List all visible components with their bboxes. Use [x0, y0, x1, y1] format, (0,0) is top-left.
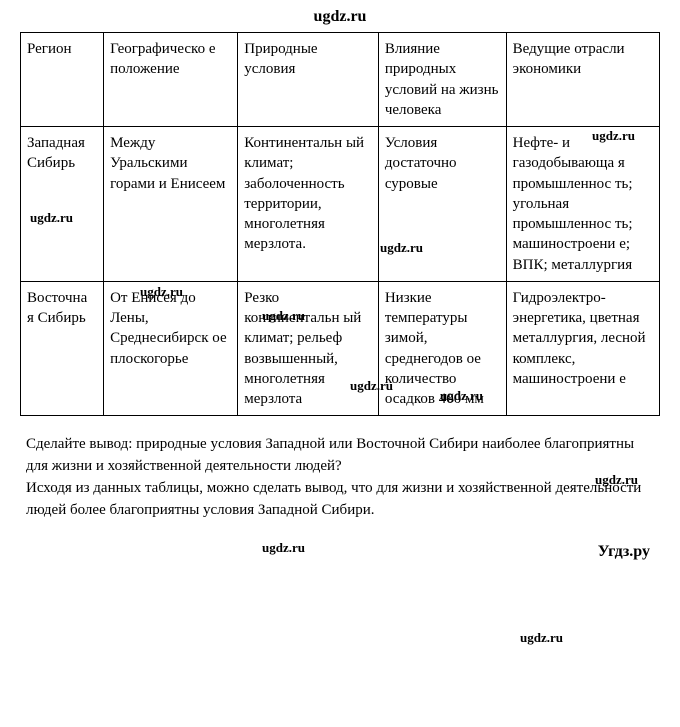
conclusion-answer: Исходя из данных таблицы, можно сделать …: [26, 478, 654, 522]
cell: От Енисея до Лены, Среднесибирск ое плос…: [104, 281, 238, 416]
cell: Между Уральскими горами и Енисеем: [104, 127, 238, 282]
cell: Нефте- и газодобывающа я промышленнос ть…: [506, 127, 659, 282]
cell: Гидроэлектро-энергетика, цветная металлу…: [506, 281, 659, 416]
page-footer: Угдз.ру: [20, 543, 660, 561]
header-cell: Ведущие отрасли экономики: [506, 33, 659, 127]
cell: Западная Сибирь: [21, 127, 104, 282]
conclusion-block: Сделайте вывод: природные условия Западн…: [20, 434, 660, 521]
cell: Резко континентальн ый климат; рельеф во…: [238, 281, 379, 416]
table-header-row: Регион Географическо е положение Природн…: [21, 33, 660, 127]
site-header: ugdz.ru: [20, 8, 660, 26]
table-row: Западная Сибирь Между Уральскими горами …: [21, 127, 660, 282]
cell: Низкие температуры зимой, среднегодов ое…: [378, 281, 506, 416]
cell: Условия достаточно суровые: [378, 127, 506, 282]
table-row: Восточна я Сибирь От Енисея до Лены, Сре…: [21, 281, 660, 416]
header-cell: Регион: [21, 33, 104, 127]
header-cell: Географическо е положение: [104, 33, 238, 127]
cell: Восточна я Сибирь: [21, 281, 104, 416]
comparison-table: Регион Географическо е положение Природн…: [20, 32, 660, 416]
header-cell: Природные условия: [238, 33, 379, 127]
cell: Континентальн ый климат; заболоченность …: [238, 127, 379, 282]
header-cell: Влияние природных условий на жизнь челов…: [378, 33, 506, 127]
conclusion-question: Сделайте вывод: природные условия Западн…: [26, 434, 654, 478]
watermark: ugdz.ru: [520, 630, 563, 646]
